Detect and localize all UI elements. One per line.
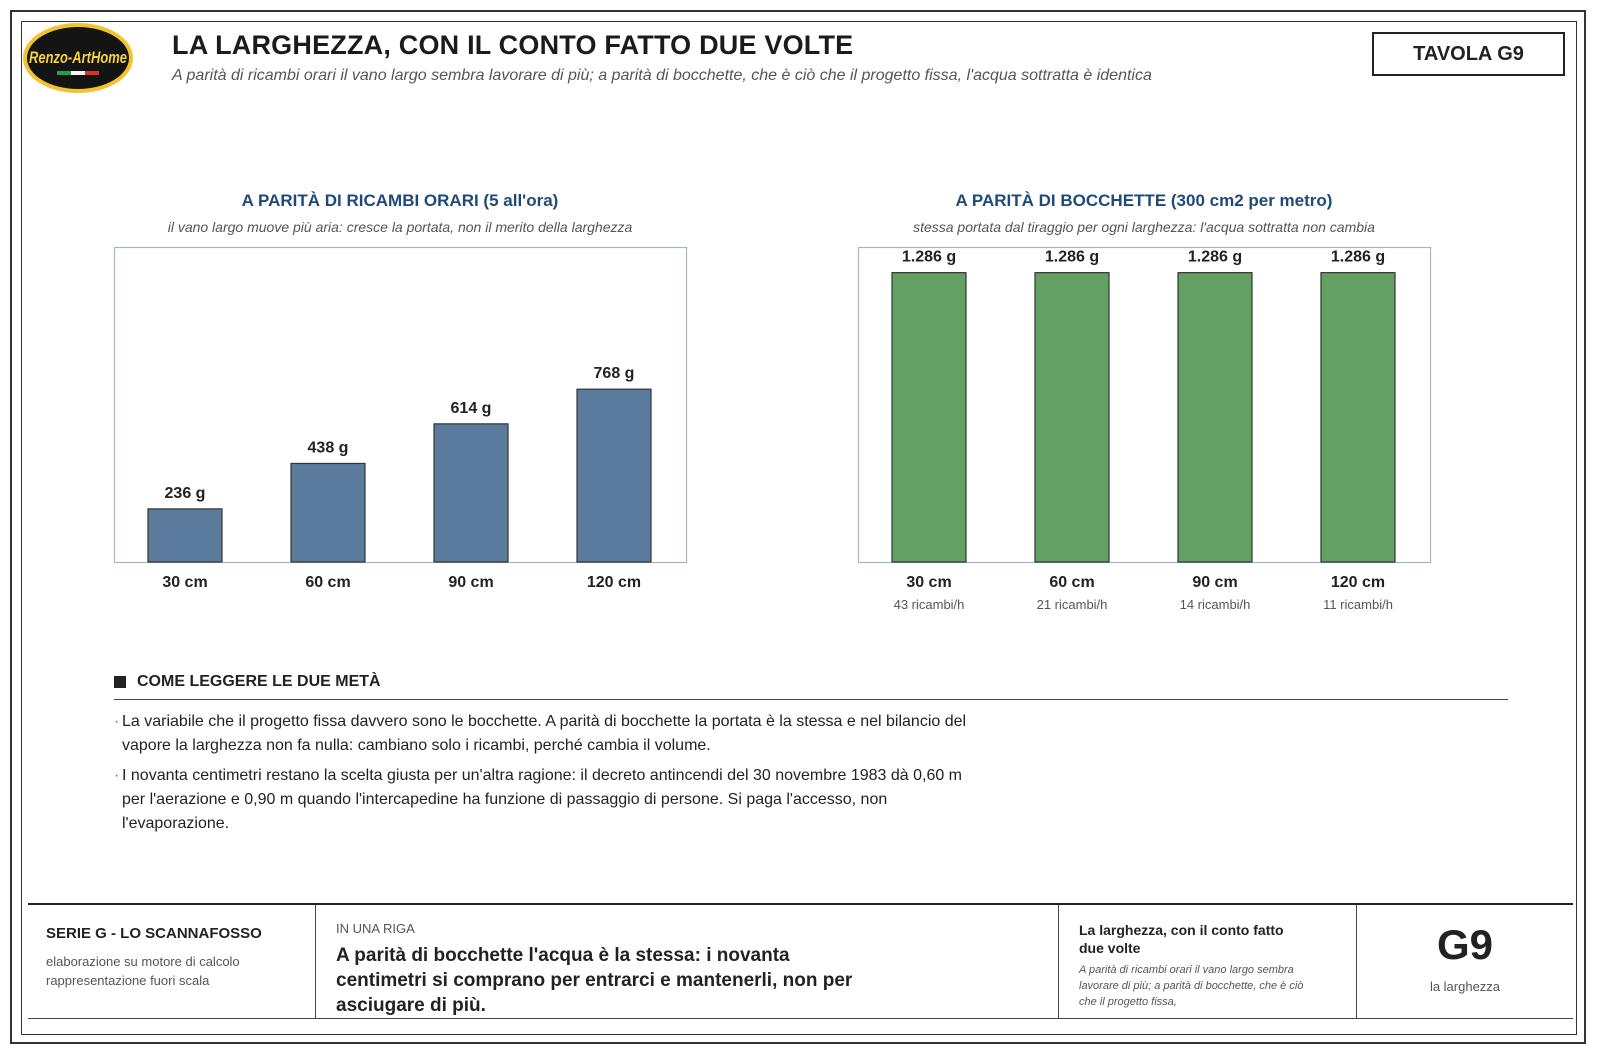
ricambi-value-label: 236 g <box>165 485 206 502</box>
bocchette-bar <box>891 272 967 563</box>
ricambi-bar <box>147 508 223 563</box>
bocchette-tick-label: 90 cm <box>1192 574 1237 591</box>
bocchette-tick-label: 60 cm <box>1049 574 1094 591</box>
footer-note-1: elaborazione su motore di calcolo <box>46 954 240 969</box>
right-chart-title: A PARITÀ DI BOCCHETTE (300 cm2 per metro… <box>955 191 1333 210</box>
ricambi-tick-label: 60 cm <box>305 574 350 591</box>
ricambi-bar <box>290 462 366 563</box>
left-chart-subtitle: il vano largo muove più aria: cresce la … <box>167 219 633 235</box>
charts-canvas: 236 g 30 cm 438 g 60 cm 614 g 90 cm 768 g 120 c… <box>113 246 1432 612</box>
bocchette-value-label: 1.286 g <box>902 249 956 266</box>
notes-heading: COME LEGGERE LE DUE METÀ <box>114 673 381 691</box>
notes-divider <box>114 699 1508 700</box>
ricambi-value-label: 438 g <box>308 439 349 456</box>
flag-white <box>71 71 85 75</box>
bocchette-tick-label: 30 cm <box>906 574 951 591</box>
ricambi-tick-label: 90 cm <box>448 574 493 591</box>
note-item: · La variabile che il progetto fissa dav… <box>114 710 974 758</box>
footer-title: La larghezza, con il conto fatto due vol… <box>1079 922 1284 956</box>
ricambi-bar <box>576 388 652 563</box>
footer-oneline-cell: IN UNA RIGA A parità di bocchette l'acqu… <box>315 905 1058 1019</box>
outer-frame <box>10 10 1586 1044</box>
right-chart-subtitle: stessa portata dal tiraggio per ogni lar… <box>913 219 1375 235</box>
footer-code: G9 <box>1436 921 1494 968</box>
ricambi-tick-label: 30 cm <box>162 574 207 591</box>
bocchette-tick-label: 120 cm <box>1331 574 1385 591</box>
footer-oneline-label: IN UNA RIGA <box>336 921 415 936</box>
note-item: · I novanta centimetri restano la scelta… <box>114 764 974 836</box>
footer-note-2: rappresentazione fuori scala <box>46 973 210 988</box>
bocchette-tick-sublabel: 43 ricambi/h <box>894 597 965 612</box>
square-bullet-icon <box>114 676 126 688</box>
inner-frame <box>21 21 1577 1035</box>
bocchette-bar <box>1177 272 1253 563</box>
footer-code-cell: G9 la larghezza <box>1356 905 1573 1019</box>
bullet-dot: · <box>114 767 120 784</box>
ricambi-tick-label: 120 cm <box>587 574 641 591</box>
notes-heading-text: COME LEGGERE LE DUE METÀ <box>137 673 381 690</box>
bocchette-value-label: 1.286 g <box>1188 249 1242 266</box>
bocchette-bar <box>1320 272 1396 563</box>
ricambi-bar <box>433 423 509 563</box>
bocchette-value-label: 1.286 g <box>1045 249 1099 266</box>
note-text: La variabile che il progetto fissa davve… <box>122 713 967 754</box>
ricambi-value-label: 768 g <box>594 365 635 382</box>
logo-text: Renzo-ArtHome <box>29 48 127 67</box>
flag-red <box>85 71 99 75</box>
bocchette-tick-sublabel: 14 ricambi/h <box>1180 597 1251 612</box>
bocchette-bar <box>1034 272 1110 563</box>
left-chart-title: A PARITÀ DI RICAMBI ORARI (5 all'ora) <box>241 191 559 210</box>
footer-code-sub: la larghezza <box>1429 979 1501 994</box>
ricambi-value-label: 614 g <box>451 400 492 417</box>
footer-title-cell: La larghezza, con il conto fatto due vol… <box>1058 905 1356 1019</box>
logo: Renzo-ArtHome <box>23 23 133 93</box>
note-text: I novanta centimetri restano la scelta g… <box>122 767 963 832</box>
flag-green <box>57 71 71 75</box>
title-block: SERIE G - LO SCANNAFOSSO elaborazione su… <box>28 903 1573 1019</box>
bocchette-tick-sublabel: 11 ricambi/h <box>1323 597 1393 612</box>
bocchette-tick-sublabel: 21 ricambi/h <box>1037 597 1108 612</box>
footer-title-sub: A parità di ricambi orari il vano largo … <box>1079 964 1304 1008</box>
bullet-dot: · <box>114 713 120 730</box>
bocchette-value-label: 1.286 g <box>1331 249 1385 266</box>
footer-series: SERIE G - LO SCANNAFOSSO <box>46 925 262 942</box>
page-subtitle: A parità di ricambi orari il vano largo … <box>172 67 1152 84</box>
tavola-badge: TAVOLA G9 <box>1372 32 1565 76</box>
footer-series-cell: SERIE G - LO SCANNAFOSSO elaborazione su… <box>28 905 315 1019</box>
footer-oneline-text: A parità di bocchette l'acqua è la stess… <box>336 945 853 1016</box>
page-title: LA LARGHEZZA, CON IL CONTO FATTO DUE VOL… <box>172 30 854 60</box>
